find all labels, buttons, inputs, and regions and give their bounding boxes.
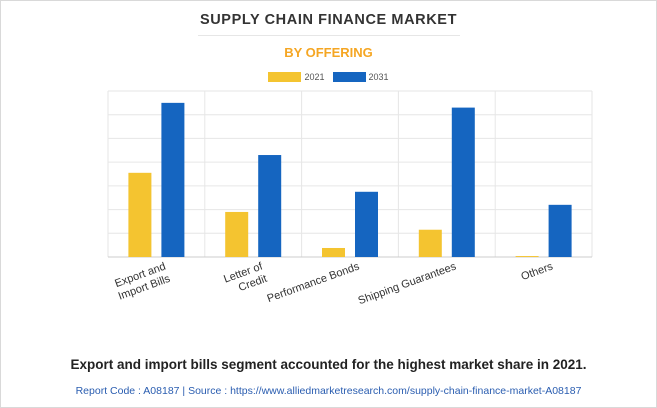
legend-swatch-2031 [332,72,366,82]
x-tick-label: Shipping Guarantees [357,260,459,307]
legend-label-2031: 2031 [368,72,389,82]
bar-chart: Export and Import Bills 2021: 3.55 Export… [107,90,593,307]
legend-label-2021: 2021 [304,72,325,82]
bar-2031-3: Shipping Guarantees 2031: 6.3 [451,107,475,257]
bar-2031-2: Performance Bonds 2031: 2.75 [355,191,378,257]
bar-2031-1: Letter of Credit 2031: 4.3 [258,155,282,257]
footer-source: Report Code : A08187 | Source : https://… [75,385,582,397]
legend-swatch-2021 [268,72,302,82]
legend-item-2031[interactable]: 2031 [332,72,389,82]
bar-2021-3: Shipping Guarantees 2021: 1.15 [418,229,442,257]
legend-item-2021[interactable]: 2021 [268,72,325,82]
x-tick-label: Others [519,260,555,283]
footer-summary: Export and import bills segment accounte… [70,357,587,372]
chart-title: SUPPLY CHAIN FINANCE MARKET [199,12,458,28]
bar-2021-2: Performance Bonds 2021: 0.38 [322,247,345,257]
chart-legend: 2021 2031 [0,72,657,82]
bar-2031-4: Others 2031: 2.2 [548,204,572,257]
chart-subtitle: BY OFFERING [284,45,373,60]
bar-2021-0: Export and Import Bills 2021: 3.55 [128,172,152,257]
x-tick-label: Performance Bonds [266,260,362,305]
bar-2031-0: Export and Import Bills 2031: 6.5 [161,102,185,257]
bar-2021-1: Letter of Credit 2021: 1.9 [225,211,249,257]
title-divider [198,35,460,36]
x-tick-label: Letter ofCredit [222,260,269,298]
bar-2021-4: Others 2021: 0.04 [515,256,539,257]
x-tick-label: Export andImport Bills [112,260,172,302]
